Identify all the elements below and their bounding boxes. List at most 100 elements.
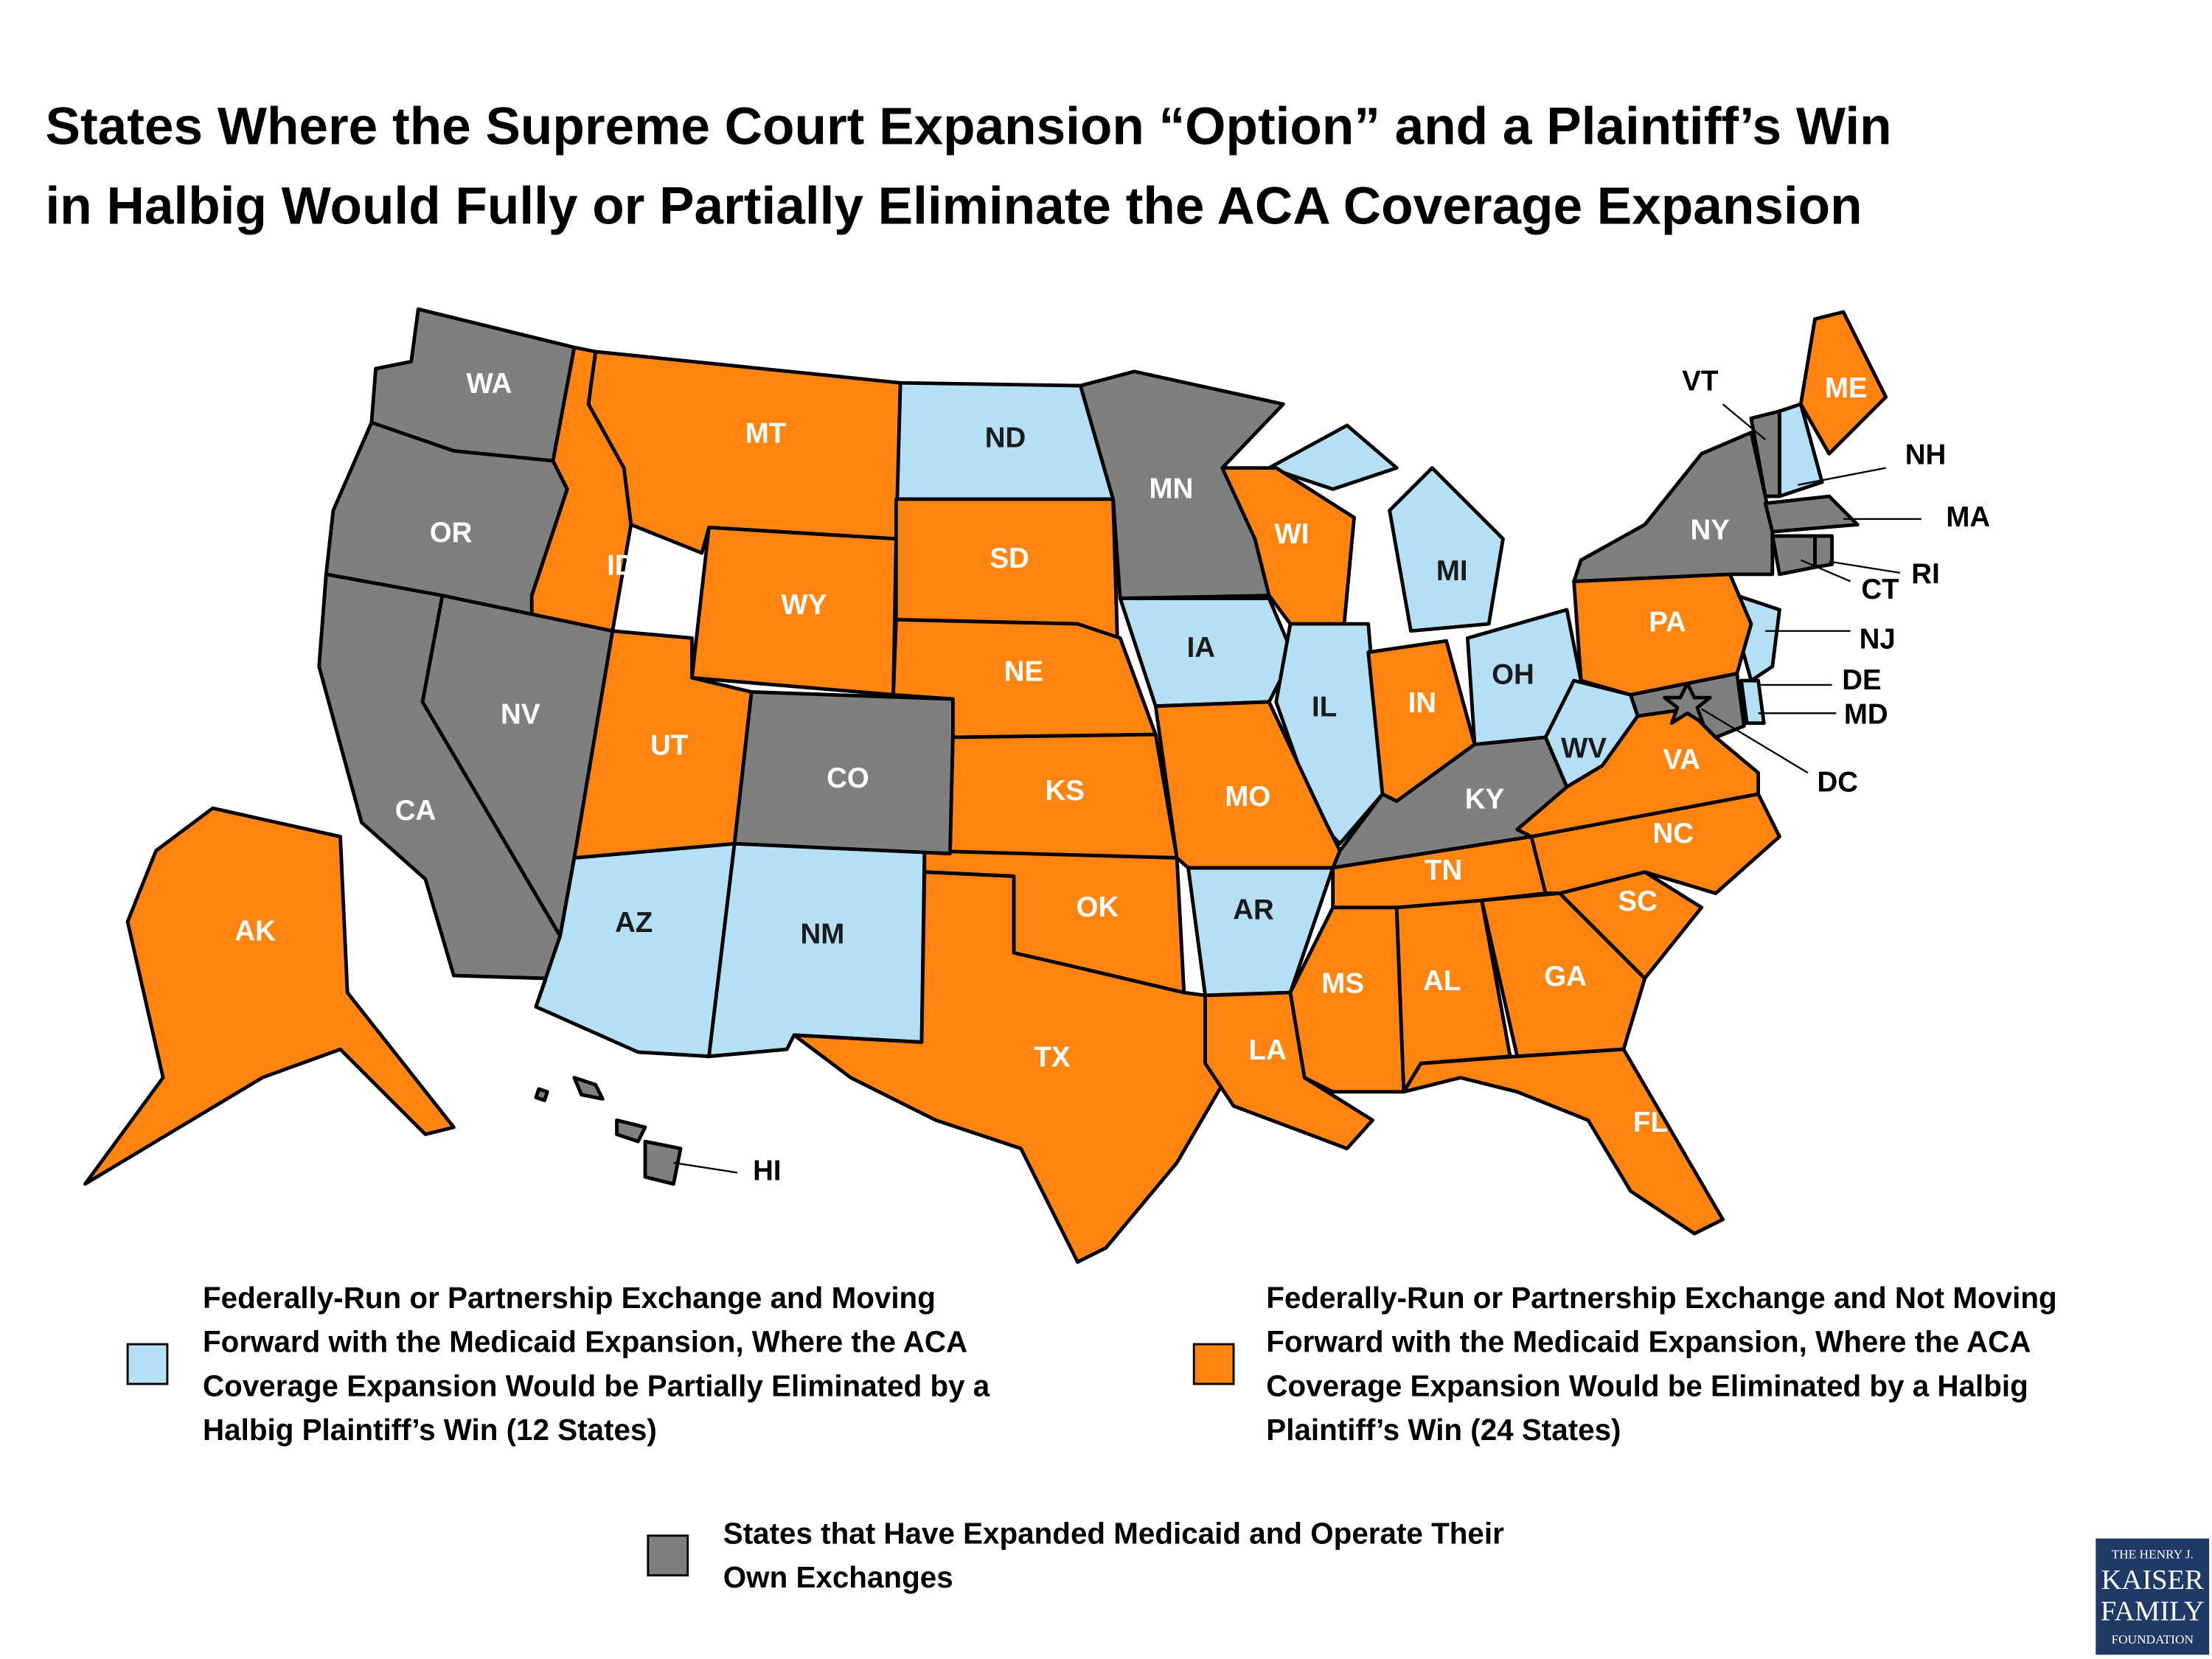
state-label: KY <box>1465 784 1505 815</box>
legend-swatch <box>647 1534 689 1576</box>
state-label: MD <box>1844 698 1888 730</box>
legend-label: Forward with the Medicaid Expansion, Whe… <box>203 1325 967 1359</box>
state-shape <box>1770 534 1817 577</box>
state-label: NV <box>501 698 540 730</box>
state-label: GA <box>1544 961 1587 992</box>
legend-label: Federally-Run or Partnership Exchange an… <box>1266 1281 2056 1315</box>
state-label: OR <box>430 517 473 549</box>
state-shape <box>83 806 456 1186</box>
legend-label: Halbig Plaintiff’s Win (12 States) <box>203 1413 657 1447</box>
state-label: NJ <box>1860 623 1896 655</box>
state-label: SD <box>990 543 1029 574</box>
logo-text: THE HENRY J. <box>2112 1548 2194 1562</box>
state-label: VT <box>1682 365 1719 397</box>
state-label: MI <box>1436 555 1468 587</box>
state-shape <box>1749 409 1781 498</box>
logo-text: FOUNDATION <box>2111 1632 2194 1646</box>
leader-line <box>1800 559 1851 582</box>
state-label: MO <box>1225 781 1270 813</box>
leader-line <box>1829 560 1901 574</box>
state-label: DE <box>1842 664 1881 696</box>
state-shape <box>732 690 955 856</box>
legend-label: Coverage Expansion Would be Eliminated b… <box>1266 1368 2028 1402</box>
state-label: WA <box>466 368 512 400</box>
state-label: AL <box>1423 965 1461 997</box>
state-label: IL <box>1312 692 1337 723</box>
legend-swatch <box>1192 1343 1235 1385</box>
leader-line <box>673 1161 738 1174</box>
state-label: MN <box>1150 473 1194 505</box>
state-shape <box>1763 494 1860 534</box>
states <box>83 307 1888 1264</box>
legend-label: Forward with the Medicaid Expansion, Whe… <box>1266 1325 2031 1359</box>
logo-text: KAISER <box>2101 1565 2204 1596</box>
leader-line <box>1722 403 1766 441</box>
state-label: MT <box>745 418 787 450</box>
state-shape <box>1078 369 1285 600</box>
state-label: KS <box>1046 775 1085 807</box>
title-line: States Where the Supreme Court Expansion… <box>46 98 1892 156</box>
state-label: NC <box>1652 818 1694 849</box>
state-label: UT <box>650 730 689 762</box>
state-shape <box>1813 534 1834 569</box>
state-shape <box>1663 681 1712 726</box>
state-shape <box>1331 735 1569 870</box>
state-shape <box>707 841 927 1059</box>
state-label: TX <box>1034 1042 1070 1074</box>
state-label: NY <box>1691 514 1731 546</box>
state-label: FL <box>1633 1107 1668 1138</box>
state-label: PA <box>1649 606 1686 638</box>
state-label: SC <box>1618 886 1657 917</box>
state-shape <box>1572 431 1775 583</box>
state-label: NE <box>1004 656 1043 688</box>
state-shape <box>792 870 1225 1264</box>
legend-label: Coverage Expansion Would be Partially El… <box>203 1368 990 1402</box>
state-labels: ND IA IL MI OH WV AR AZ NM NH NJ DE MT ID WY UT SD NE KS OK… <box>234 365 1990 1186</box>
state-label: CO <box>827 762 869 794</box>
state-label: ME <box>1825 372 1868 404</box>
state-label: MS <box>1321 968 1364 1000</box>
state-label: NM <box>800 918 844 950</box>
state-label: ID <box>607 549 635 581</box>
state-label: DC <box>1818 767 1859 799</box>
leader-line <box>1798 467 1886 486</box>
state-label: CA <box>395 795 437 827</box>
state-shape <box>1274 622 1385 846</box>
state-label: AK <box>234 916 276 947</box>
state-label: NH <box>1905 439 1947 470</box>
state-shape <box>1267 423 1505 633</box>
legend-label: Own Exchanges <box>723 1560 953 1594</box>
legend-label: Plaintiff’s Win (24 States) <box>1266 1413 1621 1447</box>
state-label: WV <box>1561 732 1607 764</box>
state-label: HI <box>753 1155 781 1187</box>
state-label: ND <box>985 422 1026 453</box>
state-shape <box>586 349 902 555</box>
title-line: in Halbig Would Fully or Partially Elimi… <box>46 177 1863 235</box>
state-shape <box>1529 792 1781 895</box>
state-label: AZ <box>615 907 653 939</box>
state-label: LA <box>1249 1034 1287 1066</box>
state-label: WY <box>781 589 827 621</box>
state-shape <box>420 594 615 938</box>
state-label: IN <box>1408 687 1436 719</box>
logo-text: FAMILY <box>2101 1596 2205 1627</box>
state-shape <box>1402 1047 1725 1236</box>
logo: THE HENRY J. KAISER FAMILY FOUNDATION <box>2096 1538 2210 1655</box>
state-shape <box>324 420 569 619</box>
state-label: TN <box>1425 855 1462 886</box>
legend-swatch <box>126 1343 169 1385</box>
state-label: AR <box>1233 894 1274 926</box>
state-label: VA <box>1663 744 1700 776</box>
legend-label: Federally-Run or Partnership Exchange an… <box>203 1281 936 1315</box>
leader-line <box>1701 708 1809 774</box>
state-shape <box>1798 310 1888 456</box>
state-label: RI <box>1911 558 1939 590</box>
legend: Federally-Run or Partnership Exchange an… <box>126 1281 2057 1594</box>
state-label: IA <box>1187 632 1215 664</box>
state-label: WI <box>1274 518 1309 550</box>
state-label: MA <box>1946 501 1990 533</box>
state-shape <box>534 1076 683 1186</box>
state-label: OH <box>1492 658 1534 690</box>
